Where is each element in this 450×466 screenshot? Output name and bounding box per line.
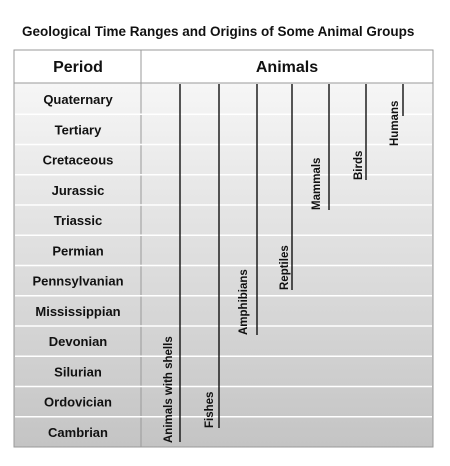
animal-label: Humans [389,101,401,146]
animal-label: Animals with shells [163,336,175,443]
period-label: Silurian [54,364,102,379]
title: Geological Time Ranges and Origins of So… [22,24,414,39]
animal-label: Reptiles [279,245,291,290]
header-animals: Animals [256,59,318,76]
period-label: Ordovician [44,395,112,410]
animal-label: Birds [353,151,365,180]
animal-label: Fishes [204,392,216,428]
period-label: Jurassic [52,183,105,198]
rows: Quaternary Tertiary Cretaceous Jurassic Tria… [15,92,432,440]
animal-label: Amphibians [238,269,250,335]
period-label: Pennsylvanian [32,274,123,289]
period-label: Quaternary [43,92,113,107]
period-label: Devonian [49,334,108,349]
period-label: Mississippian [35,304,120,319]
period-label: Cretaceous [43,153,114,168]
animal-label: Mammals [311,158,323,210]
period-label: Cambrian [48,425,108,440]
period-label: Triassic [54,213,102,228]
header-period: Period [53,59,103,76]
header-row [13,49,434,84]
period-label: Tertiary [55,122,102,137]
period-label: Permian [52,243,103,258]
